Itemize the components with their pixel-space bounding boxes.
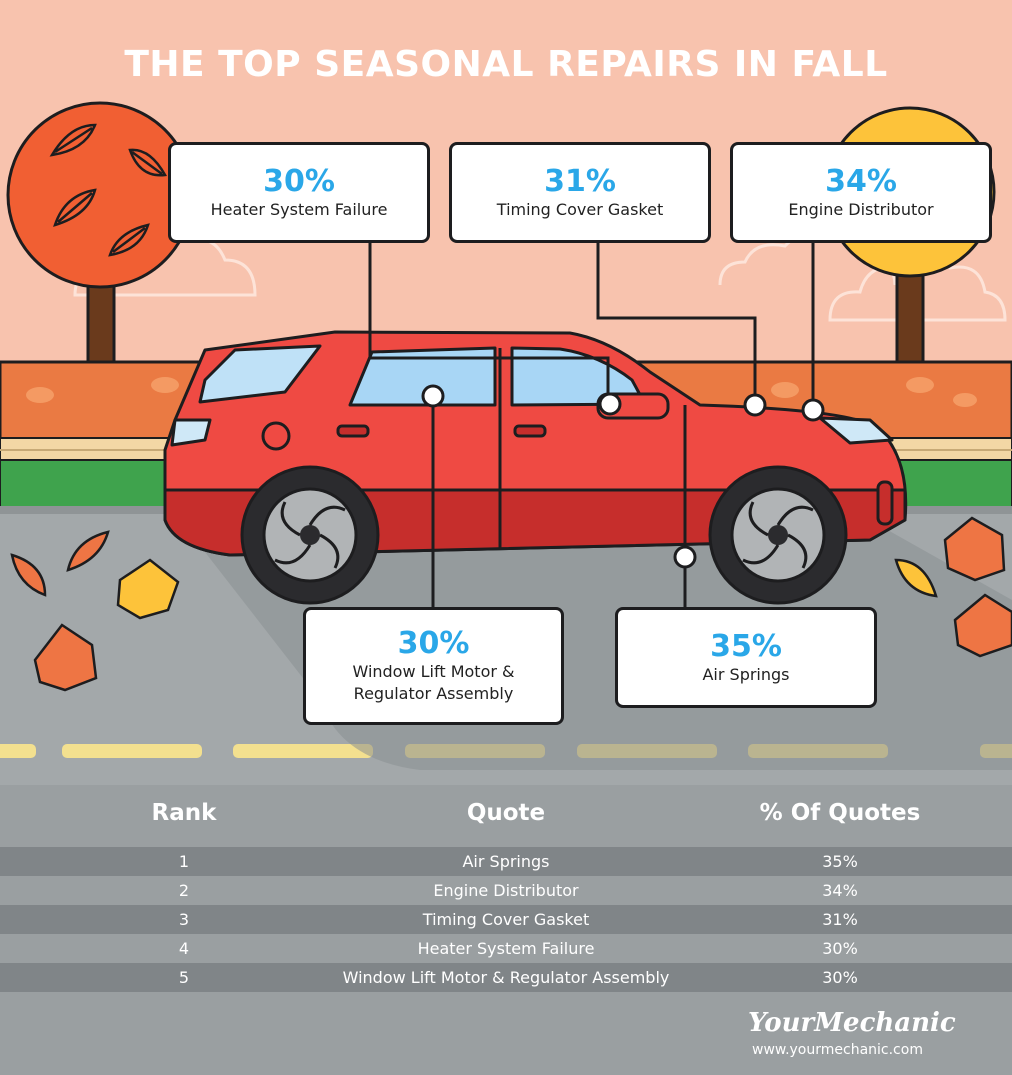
road-leaves [10, 516, 1012, 692]
table-header: Rank Quote % Of Quotes [0, 800, 1012, 830]
cell-quote: Timing Cover Gasket [422, 910, 590, 929]
table-row: 4 Heater System Failure 30% [0, 934, 1012, 963]
cell-rank: 2 [178, 881, 190, 900]
brand-url: www.yourmechanic.com [752, 1042, 923, 1058]
cell-percent: 34% [822, 881, 858, 900]
callout-percent: 35% [710, 628, 782, 664]
callout-engine-distributor: 34% Engine Distributor [730, 142, 992, 243]
callout-window-lift-motor: 30% Window Lift Motor & Regulator Assemb… [303, 607, 564, 725]
callout-percent: 34% [825, 163, 897, 199]
callout-label-line-1: Window Lift Motor & [352, 662, 515, 681]
callout-percent: 31% [544, 163, 616, 199]
callout-percent: 30% [397, 626, 470, 661]
rear-wheel [708, 465, 848, 605]
cell-rank: 4 [178, 939, 190, 958]
markers [421, 384, 825, 569]
header-percent: % Of Quotes [759, 800, 921, 826]
cell-percent: 35% [822, 852, 858, 871]
front-wheel [240, 465, 380, 605]
cell-rank: 3 [178, 910, 190, 929]
callout-label: Heater System Failure [210, 199, 388, 219]
callout-label-line-2: Regulator Assembly [353, 684, 514, 703]
cell-percent: 31% [822, 910, 858, 929]
page-title: THE TOP SEASONAL REPAIRS IN FALL [124, 44, 888, 85]
cell-percent: 30% [822, 968, 858, 987]
cell-percent: 30% [822, 939, 858, 958]
cell-quote: Engine Distributor [433, 881, 579, 900]
callout-heater-system-failure: 30% Heater System Failure [168, 142, 430, 243]
table-row: 1 Air Springs 35% [0, 847, 1012, 876]
callout-timing-cover-gasket: 31% Timing Cover Gasket [449, 142, 711, 243]
cell-quote: Window Lift Motor & Regulator Assembly [342, 968, 670, 987]
table-row: 2 Engine Distributor 34% [0, 876, 1012, 905]
cell-quote: Heater System Failure [417, 939, 595, 958]
brand-logo: YourMechanic [748, 1008, 956, 1038]
callout-label: Air Springs [702, 664, 790, 684]
cell-quote: Air Springs [462, 852, 550, 871]
table-row: 3 Timing Cover Gasket 31% [0, 905, 1012, 934]
callout-air-springs: 35% Air Springs [615, 607, 877, 708]
leader-lines [368, 240, 815, 608]
callout-label: Engine Distributor [788, 199, 934, 219]
table-row: 5 Window Lift Motor & Regulator Assembly… [0, 963, 1012, 992]
header-rank: Rank [151, 800, 217, 826]
header-quote: Quote [466, 800, 546, 826]
cell-rank: 1 [178, 852, 190, 871]
cell-rank: 5 [178, 968, 190, 987]
callout-label: Timing Cover Gasket [496, 199, 664, 219]
callout-percent: 30% [263, 163, 335, 199]
